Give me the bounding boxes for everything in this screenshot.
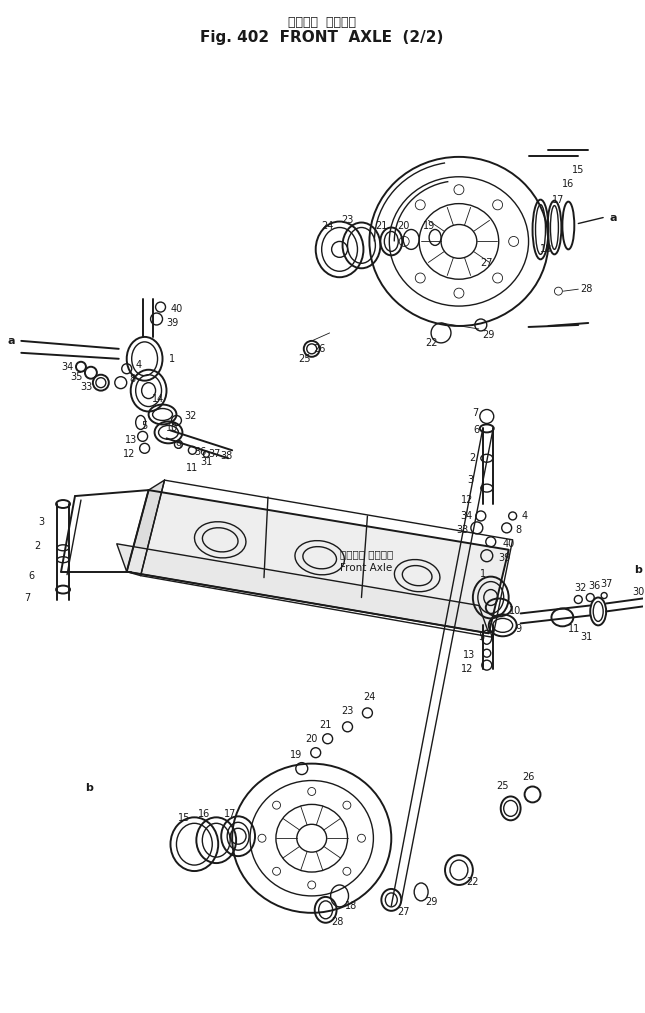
Text: 21: 21 [319, 720, 332, 729]
Text: 37: 37 [600, 578, 612, 589]
Text: 30: 30 [632, 587, 644, 597]
Text: 9: 9 [175, 442, 181, 452]
Text: 11: 11 [568, 624, 580, 634]
Text: 33: 33 [457, 525, 469, 535]
Text: 2: 2 [470, 453, 476, 463]
Text: 6: 6 [474, 425, 480, 436]
Text: 22: 22 [425, 338, 437, 347]
Text: 8: 8 [515, 525, 522, 535]
Polygon shape [117, 544, 489, 633]
Text: 5: 5 [141, 421, 148, 432]
Text: 10: 10 [166, 423, 179, 434]
Text: 37: 37 [208, 450, 221, 459]
Text: 3: 3 [38, 517, 45, 527]
Text: 31: 31 [580, 632, 592, 642]
Text: 15: 15 [178, 813, 190, 824]
Text: 23: 23 [341, 706, 353, 716]
Text: 21: 21 [375, 221, 388, 231]
Text: 10: 10 [508, 607, 521, 617]
Text: 17: 17 [224, 809, 236, 820]
Text: 27: 27 [397, 907, 410, 917]
Text: 40: 40 [170, 304, 183, 314]
Text: 34: 34 [61, 362, 73, 372]
Text: b: b [634, 564, 642, 574]
Text: 11: 11 [186, 463, 199, 473]
Text: 7: 7 [471, 407, 478, 417]
Text: 32: 32 [184, 411, 197, 421]
Text: 17: 17 [552, 194, 564, 205]
Text: 13: 13 [462, 650, 475, 660]
Polygon shape [126, 490, 509, 633]
Text: 1: 1 [170, 354, 175, 364]
Text: 8: 8 [130, 374, 135, 384]
Text: 29: 29 [482, 330, 495, 340]
Text: 14: 14 [152, 394, 164, 403]
Text: a: a [610, 213, 617, 223]
Text: Front Axle: Front Axle [339, 562, 392, 572]
Text: 26: 26 [313, 343, 326, 354]
Text: 19: 19 [423, 221, 435, 231]
Text: 4: 4 [522, 511, 528, 521]
Text: 13: 13 [124, 436, 137, 446]
Text: 5: 5 [478, 632, 484, 642]
Text: 18: 18 [541, 244, 553, 254]
Text: 16: 16 [562, 178, 575, 188]
Text: 20: 20 [397, 221, 410, 231]
Text: 1: 1 [480, 568, 486, 578]
Text: 23: 23 [341, 215, 353, 225]
Text: フロント アクスル: フロント アクスル [339, 549, 393, 559]
Text: 6: 6 [28, 570, 34, 580]
Text: 15: 15 [572, 165, 584, 175]
Text: 36: 36 [194, 448, 206, 457]
Text: 25: 25 [497, 781, 509, 791]
Text: 32: 32 [574, 582, 586, 593]
Text: 27: 27 [481, 258, 493, 268]
Text: 26: 26 [522, 772, 535, 782]
Text: 3: 3 [468, 475, 474, 485]
Text: 36: 36 [588, 580, 600, 591]
Text: 38: 38 [220, 451, 232, 461]
Polygon shape [126, 480, 164, 575]
Text: 33: 33 [81, 382, 93, 392]
Text: 9: 9 [515, 624, 522, 634]
Text: b: b [85, 783, 93, 793]
Text: 18: 18 [345, 901, 357, 911]
Text: 39: 39 [166, 318, 179, 328]
Text: 31: 31 [200, 457, 212, 467]
Text: 7: 7 [24, 593, 30, 603]
Text: 24: 24 [363, 692, 375, 702]
Text: 22: 22 [466, 877, 479, 887]
Text: 34: 34 [461, 511, 473, 521]
Text: 28: 28 [580, 285, 593, 294]
Text: 2: 2 [34, 541, 41, 551]
Text: 19: 19 [290, 750, 302, 760]
Text: 4: 4 [135, 360, 142, 370]
Text: 12: 12 [461, 665, 473, 674]
Text: 12: 12 [461, 495, 473, 505]
Text: 25: 25 [299, 354, 311, 364]
Text: フロント  アクスル: フロント アクスル [288, 16, 355, 29]
Text: a: a [8, 336, 15, 345]
Text: Fig. 402  FRONT  AXLE  (2/2): Fig. 402 FRONT AXLE (2/2) [200, 30, 443, 45]
Text: 29: 29 [425, 897, 437, 907]
Text: 12: 12 [123, 450, 135, 459]
Text: 40: 40 [502, 539, 515, 549]
Text: 28: 28 [332, 917, 344, 927]
Text: 35: 35 [71, 372, 83, 382]
Text: 39: 39 [499, 553, 511, 563]
Text: 24: 24 [321, 221, 334, 231]
Text: 16: 16 [198, 809, 210, 820]
Text: 20: 20 [306, 733, 318, 744]
